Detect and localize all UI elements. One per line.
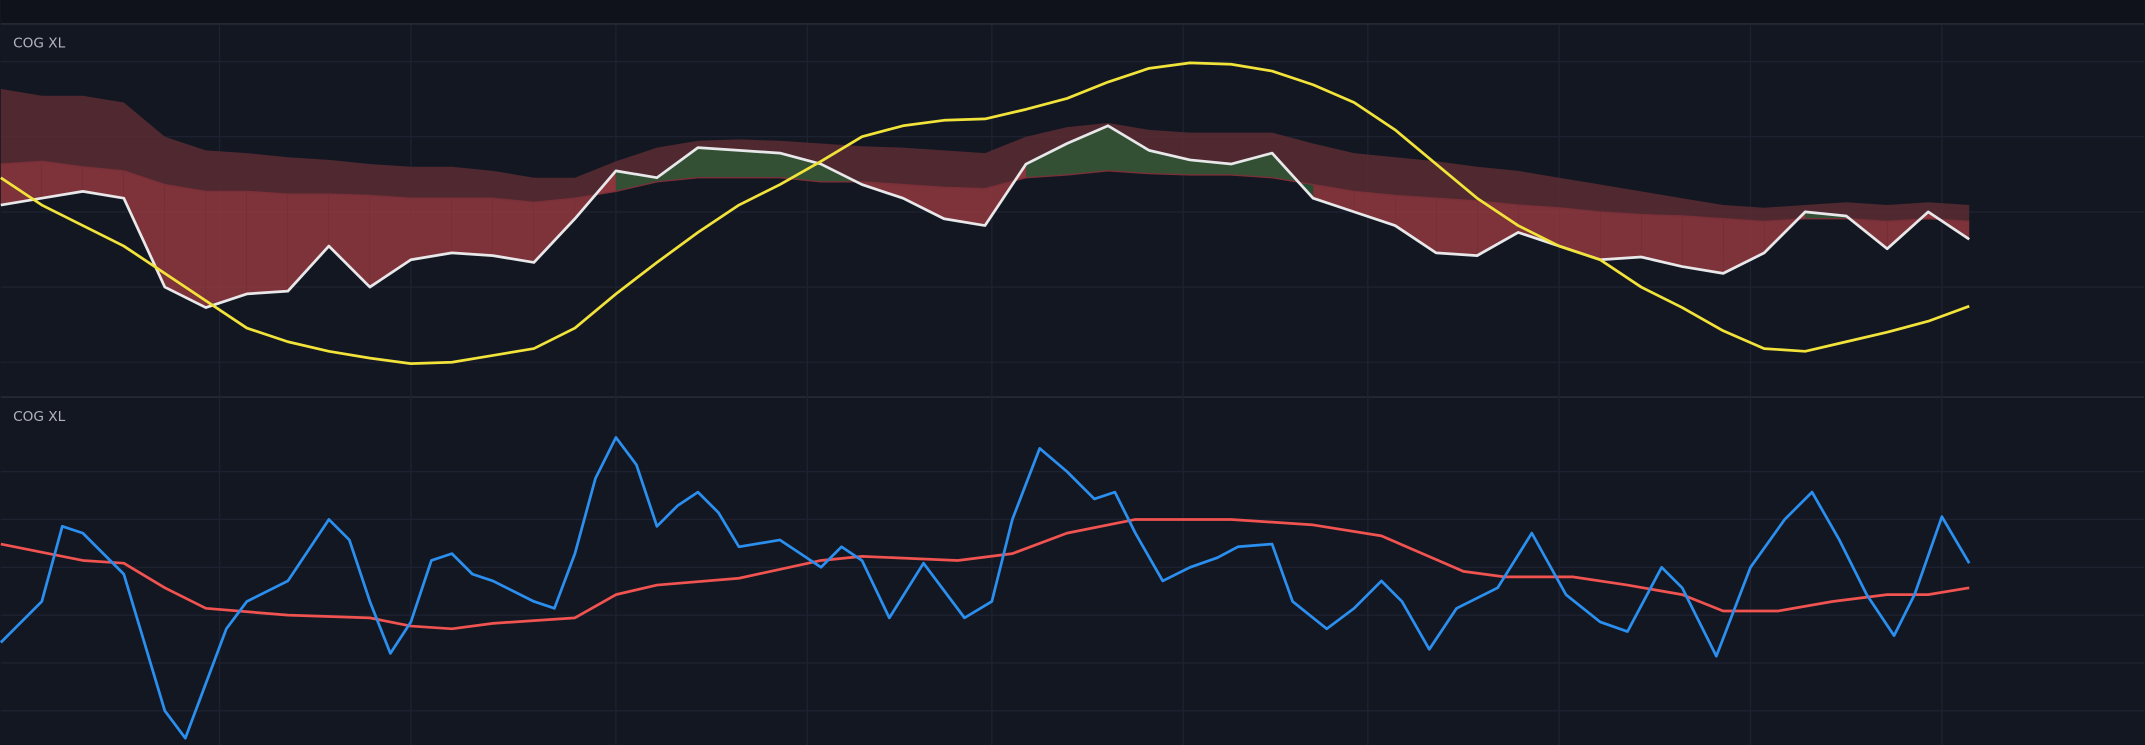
fill-segment [944, 187, 986, 226]
fill-segment [1354, 191, 1396, 226]
fill-segment [1149, 150, 1191, 175]
fill-segment [533, 198, 575, 263]
fill-segment [410, 198, 452, 260]
fill-segment [1067, 125, 1109, 175]
fill-segment [246, 191, 288, 294]
fill-segment [82, 166, 124, 199]
fill-segment [1600, 211, 1642, 260]
series-line [0, 518, 1970, 631]
fill-segment [1231, 153, 1273, 178]
fill-segment [779, 153, 821, 182]
fill-segment [492, 198, 534, 263]
fill-segment [451, 198, 493, 256]
pane-title: COG XL [13, 409, 66, 425]
fill-segment [0, 161, 42, 206]
pane-title: COG XL [13, 36, 66, 52]
fill-segment [164, 184, 206, 308]
fill-segment [1108, 125, 1150, 174]
fill-segment [1313, 184, 1355, 212]
fill-segment [41, 161, 83, 199]
band-area [0, 88, 1970, 222]
top-bar [0, 0, 2145, 24]
series-line [0, 124, 1970, 309]
fill-segment [1477, 200, 1519, 256]
series-line [0, 436, 1971, 740]
fill-segment [1559, 207, 1601, 260]
fill-segment [287, 194, 329, 292]
fill-segment [1641, 214, 1683, 267]
fill-segment [902, 184, 945, 219]
mid-line [0, 160, 1970, 223]
fill-segment [697, 147, 739, 178]
fill-segment [1026, 143, 1068, 178]
fill-segment [328, 194, 370, 288]
fill-segment [1682, 215, 1724, 274]
fill-segment [1723, 218, 1765, 274]
fill-segment [738, 150, 780, 178]
series-line [0, 61, 1970, 365]
fill-segment [369, 195, 411, 288]
fill-segment [205, 191, 247, 308]
pane [0, 61, 1970, 365]
fill-segment [1395, 195, 1437, 253]
pane [0, 436, 1971, 740]
fill-segment [1436, 198, 1478, 256]
fill-segment [123, 170, 165, 288]
